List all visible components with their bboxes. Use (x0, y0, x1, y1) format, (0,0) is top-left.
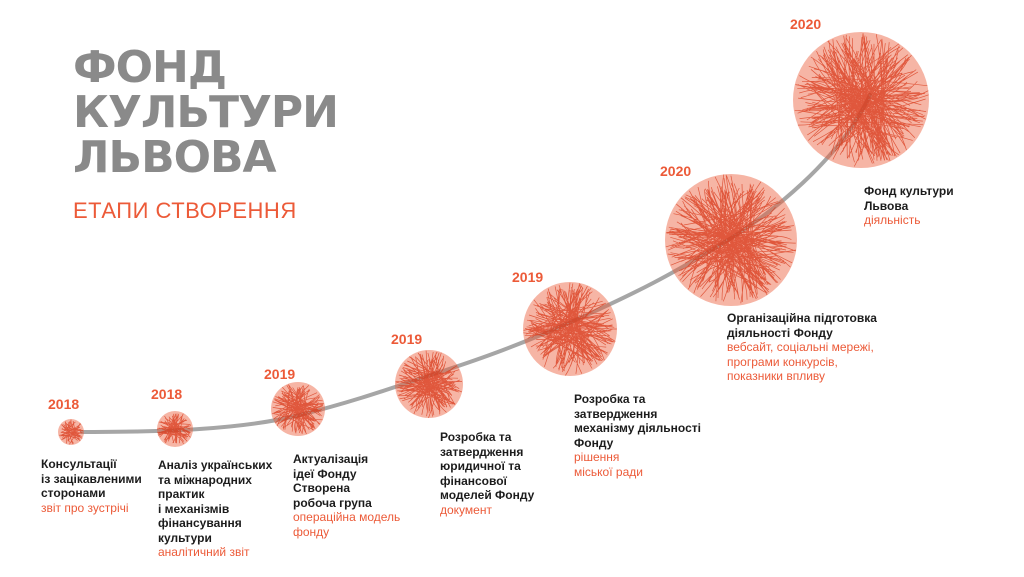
stage-year: 2019 (391, 331, 423, 347)
stage-circle (157, 411, 193, 447)
stage-label: Розробка та затвердження юридичної та фі… (440, 430, 534, 517)
stage-label: Розробка та затвердження механізму діяль… (574, 392, 701, 479)
stage-result: аналітичний звіт (158, 545, 250, 559)
stage-circle-scribble (395, 350, 463, 419)
stage-title: Організаційна підготовка діяльності Фонд… (727, 311, 877, 340)
stage-result: документ (440, 502, 492, 517)
stage-label: Консультації із зацікавленими сторонами … (41, 457, 142, 515)
stage-year: 2019 (264, 366, 296, 382)
stage-circle (395, 350, 463, 419)
stage-year: 2020 (660, 163, 692, 179)
title-line: КУЛЬТУРИ (73, 87, 339, 138)
stage-label: Аналіз українських та міжнародних практи… (158, 458, 272, 560)
stage-circle-scribble (157, 413, 192, 445)
stage-circle-scribble (58, 419, 84, 445)
stage-year: 2018 (151, 386, 183, 402)
title-line: ЛЬВОВА (73, 132, 277, 183)
stage-circle (271, 382, 325, 436)
stage-title: Консультації із зацікавленими сторонами (41, 457, 142, 500)
title-line: ФОНД (73, 42, 227, 93)
stage-label: Актуалізація ідеї Фонду Створена робоча … (293, 452, 400, 539)
stage-circle-scribble (794, 33, 929, 167)
stage-label: Фонд культури Львова діяльність (864, 184, 954, 228)
stage-result: операційна модель фонду (293, 510, 401, 539)
stage-result: вебсайт, соціальні мережі, програми конк… (727, 340, 874, 383)
stage-year: 2019 (512, 269, 544, 285)
stage-title: Фонд культури Львова (864, 184, 954, 213)
page-subtitle: ЕТАПИ СТВОРЕННЯ (73, 198, 297, 223)
stage-circle (58, 419, 84, 445)
stage-label: Організаційна підготовка діяльності Фонд… (727, 311, 877, 384)
stage-result: діяльність (864, 213, 921, 227)
stage-title: Аналіз українських та міжнародних практи… (158, 458, 273, 545)
stage-title: Актуалізація ідеї Фонду Створена робоча … (293, 452, 372, 510)
stage-result: звіт про зустрічі (41, 500, 129, 515)
stage-title: Розробка та затвердження юридичної та фі… (440, 430, 535, 502)
stage-circle (793, 32, 929, 168)
stage-year: 2018 (48, 396, 80, 412)
stage-result: рішення міської ради (574, 450, 643, 479)
stage-circle-scribble (271, 384, 324, 435)
stage-circle-scribble (665, 174, 797, 304)
page-title: ФОНД КУЛЬТУРИ ЛЬВОВА (73, 42, 339, 183)
stage-circle-scribble (523, 282, 617, 376)
stage-title: Розробка та затвердження механізму діяль… (574, 392, 701, 450)
stage-year: 2020 (790, 16, 822, 32)
stage-circle (523, 282, 617, 376)
stage-circle (665, 174, 797, 306)
